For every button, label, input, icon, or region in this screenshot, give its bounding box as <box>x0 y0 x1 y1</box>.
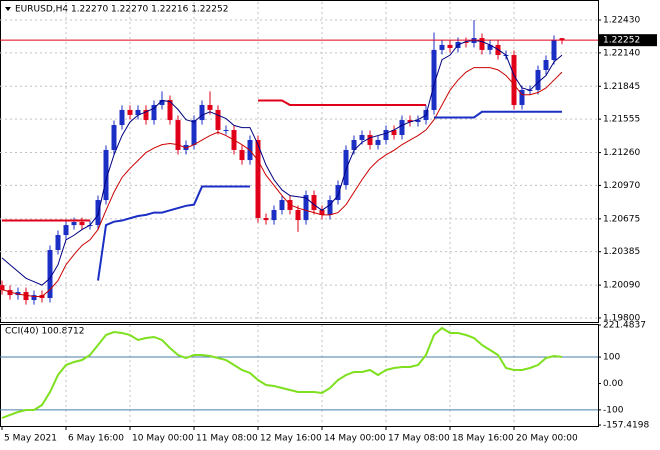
candle-body <box>111 125 117 150</box>
candle-body <box>279 200 285 210</box>
candle-body <box>383 130 389 140</box>
y-tick-label: 1.20385 <box>603 247 640 257</box>
candle-body <box>0 285 5 291</box>
candle-body <box>303 195 309 221</box>
candle-body <box>15 292 21 296</box>
candle-body <box>119 109 125 126</box>
candle-body <box>263 218 269 221</box>
candle-body <box>271 209 277 221</box>
y-tick-label: 1.21555 <box>603 115 640 125</box>
candle-body <box>199 104 205 121</box>
candle-body <box>327 200 333 215</box>
candle-body <box>319 209 325 215</box>
menu-triangle <box>5 7 11 11</box>
y-tick-label: 1.20675 <box>603 214 640 224</box>
candle-body <box>7 290 13 296</box>
candle-body <box>255 139 261 219</box>
x-tick-label: 10 May 00:00 <box>132 434 194 444</box>
candle-body <box>79 222 85 226</box>
candle-body <box>239 149 245 161</box>
y-tick-label: 1.21845 <box>603 82 640 92</box>
candle-body <box>359 135 365 140</box>
y-tick-label: 1.21260 <box>603 148 640 158</box>
y-tick-label: -100 <box>603 405 624 415</box>
candle-body <box>63 225 69 236</box>
chart-title: EURUSD,H4 1.22270 1.22270 1.22216 1.2225… <box>15 5 228 15</box>
candle-body <box>511 55 517 105</box>
candle-body <box>103 149 109 201</box>
candle-body <box>127 109 133 115</box>
candle-body <box>151 104 157 121</box>
candle-body <box>135 109 141 115</box>
x-tick-label: 6 May 16:00 <box>68 434 124 444</box>
candle-body <box>167 99 173 121</box>
x-tick-label: 17 May 08:00 <box>388 434 450 444</box>
cci-frame <box>0 324 599 427</box>
candle-body <box>71 222 77 226</box>
candle-body <box>207 104 213 110</box>
candle-body <box>479 38 485 50</box>
candle-body <box>295 209 301 221</box>
candle-body <box>559 38 565 41</box>
candle-body <box>175 120 181 150</box>
candle-body <box>223 130 229 132</box>
candle-body <box>535 69 541 91</box>
current-price-tag <box>599 34 657 47</box>
x-tick-label: 20 May 00:00 <box>516 434 578 444</box>
candle-body <box>311 195 317 210</box>
series-line <box>1 67 563 297</box>
y-tick-label: 1.22140 <box>603 48 640 58</box>
series-line <box>1 326 563 419</box>
main-frame <box>0 0 599 323</box>
x-tick-label: 18 May 16:00 <box>452 434 514 444</box>
candle-body <box>543 60 549 70</box>
x-tick-label: 14 May 00:00 <box>324 434 386 444</box>
candle-body <box>23 292 29 301</box>
candle-body <box>343 149 349 186</box>
x-tick-label: 11 May 08:00 <box>196 434 258 444</box>
y-tick-label: 1.22430 <box>603 16 640 26</box>
candle-body <box>351 139 357 150</box>
y-tick-label: -157.4198 <box>603 421 649 431</box>
x-tick-label: 5 May 2021 <box>4 434 57 444</box>
candle-body <box>47 249 53 299</box>
y-tick-label: 1.19800 <box>603 313 640 323</box>
candle-body <box>31 295 37 301</box>
candle-body <box>487 44 493 50</box>
candle-body <box>215 109 221 131</box>
candle-body <box>367 135 373 145</box>
candle-body <box>415 120 421 122</box>
candle-body <box>95 200 101 226</box>
candle-body <box>407 120 413 122</box>
series-line <box>2 99 426 222</box>
y-tick-label: 221.4837 <box>603 321 646 331</box>
candle-body <box>399 120 405 136</box>
candle-body <box>183 144 189 150</box>
y-tick-label: 100 <box>603 353 620 363</box>
candle-body <box>551 39 557 61</box>
candle-body <box>519 90 525 105</box>
candle-body <box>335 185 341 201</box>
candle-body <box>375 139 381 145</box>
current-price-label: 1.22252 <box>603 36 640 46</box>
y-tick-label: 0.00 <box>603 379 623 389</box>
candle-body <box>391 130 397 136</box>
candle-body <box>463 41 469 44</box>
y-tick-label: 1.20970 <box>603 181 640 191</box>
candle-body <box>159 99 165 105</box>
candle-body <box>55 235 61 250</box>
candle-body <box>447 44 453 48</box>
candle-body <box>439 44 445 50</box>
candle-body <box>431 49 437 110</box>
y-tick-label: 1.20090 <box>603 281 640 291</box>
cci-title: CCI(40) 100.8712 <box>5 327 85 337</box>
x-tick-label: 12 May 16:00 <box>260 434 322 444</box>
candle-body <box>191 120 197 145</box>
candle-body <box>143 109 149 121</box>
series-line <box>1 39 563 286</box>
series-line <box>97 110 562 281</box>
